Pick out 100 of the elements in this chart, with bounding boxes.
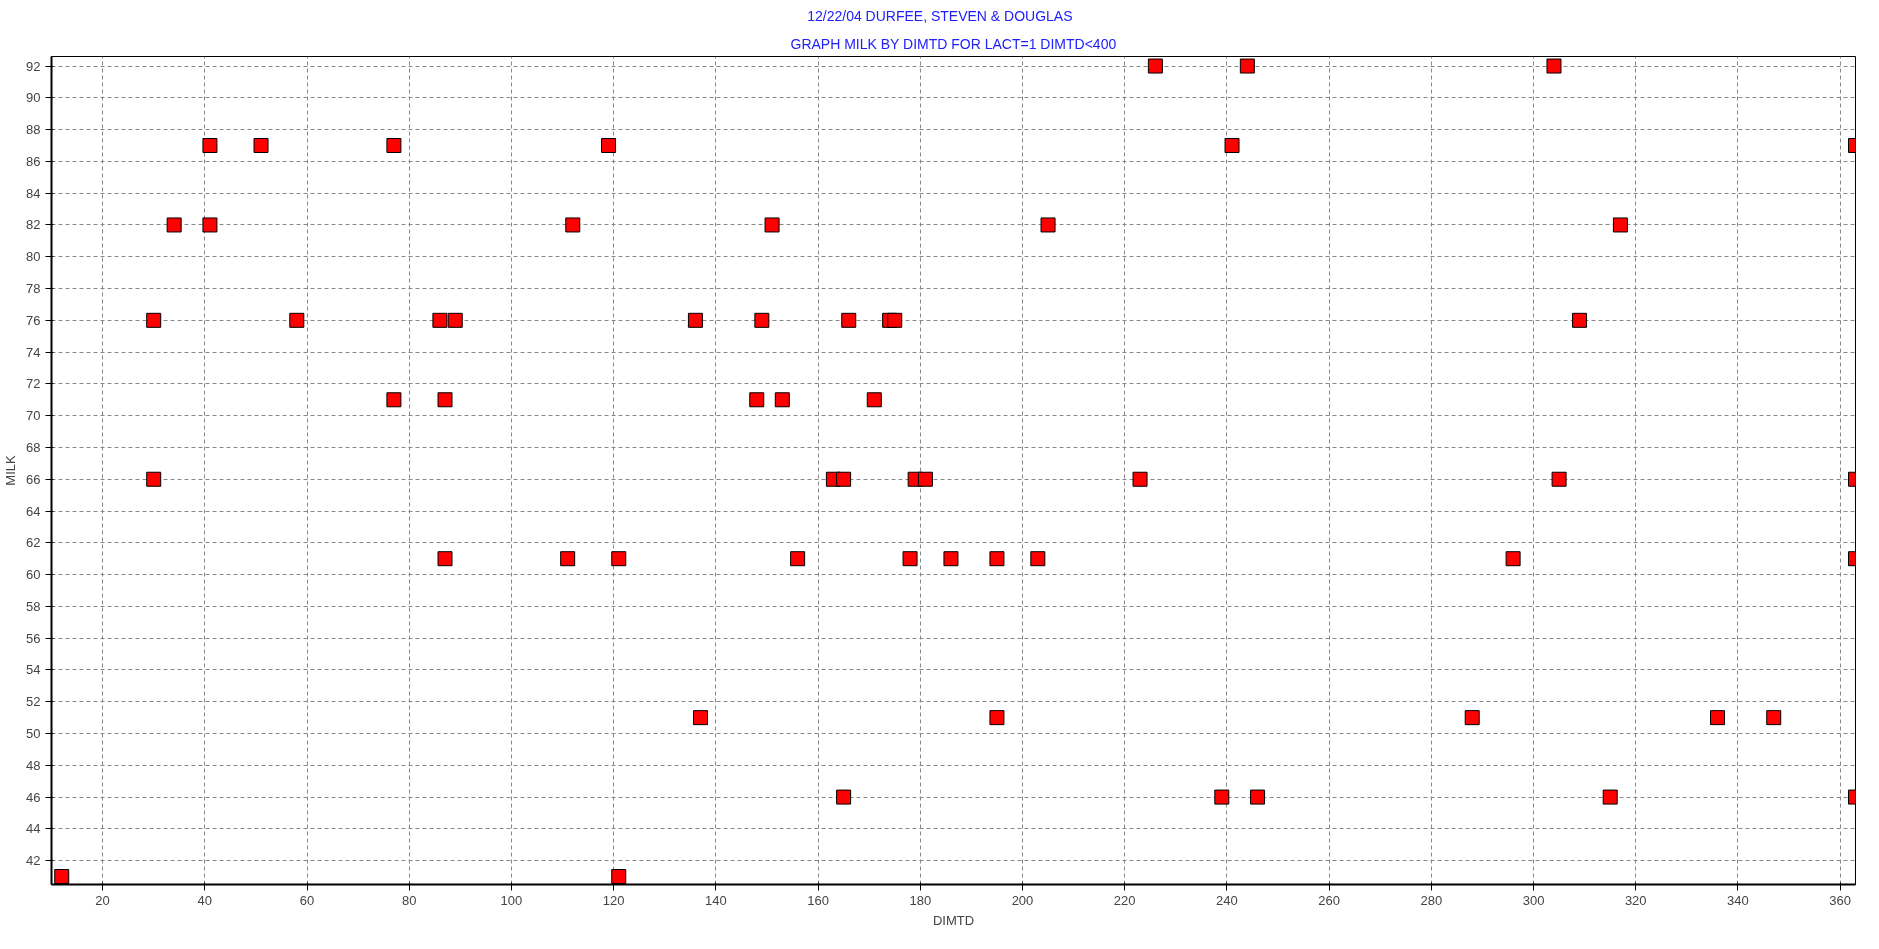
point <box>866 392 882 408</box>
point <box>989 710 1005 726</box>
x-tick-label: 280 <box>1420 892 1443 908</box>
x-tick-label: 60 <box>299 892 315 908</box>
y-tick-label: 68 <box>26 439 41 455</box>
y-tick-label: 76 <box>26 312 41 328</box>
point <box>565 217 581 233</box>
point <box>1612 217 1628 233</box>
point <box>841 312 857 328</box>
point <box>887 312 903 328</box>
x-tick-label: 260 <box>1318 892 1340 908</box>
point <box>1214 789 1230 805</box>
point <box>1147 58 1163 74</box>
point <box>611 869 627 885</box>
x-tick-label: 40 <box>197 892 213 908</box>
point <box>386 392 402 408</box>
x-tick-label: 20 <box>95 892 110 908</box>
y-tick-label: 90 <box>26 90 41 106</box>
point <box>790 551 806 567</box>
point <box>1766 710 1782 726</box>
x-tick-label: 340 <box>1727 892 1749 908</box>
y-tick-label: 72 <box>26 376 41 392</box>
y-tick-label: 66 <box>26 471 41 487</box>
point <box>560 551 576 567</box>
point <box>749 392 765 408</box>
point <box>1572 312 1588 328</box>
point <box>202 138 218 153</box>
y-tick-label: 84 <box>26 185 41 201</box>
y-tick-label: 48 <box>26 757 41 773</box>
y-tick-label: 92 <box>26 58 41 74</box>
x-tick-label: 100 <box>500 892 523 908</box>
point <box>1551 471 1567 487</box>
chart-subtitle: GRAPH MILK BY DIMTD FOR LACT=1 DIMTD<400 <box>790 35 1117 52</box>
y-tick-label: 56 <box>26 630 41 646</box>
point <box>54 869 70 885</box>
point <box>166 217 182 233</box>
y-tick-label: 80 <box>26 249 41 265</box>
y-tick-label: 82 <box>26 217 41 233</box>
y-tick-label: 62 <box>26 535 41 551</box>
point <box>1710 710 1726 726</box>
point <box>202 217 218 233</box>
point <box>836 789 852 805</box>
x-tick-label: 200 <box>1011 892 1034 908</box>
point <box>902 551 918 567</box>
point <box>1250 789 1266 805</box>
y-tick-label: 42 <box>26 853 41 869</box>
point <box>1464 710 1480 726</box>
point <box>687 312 703 328</box>
point <box>693 710 709 726</box>
point <box>774 392 790 408</box>
point <box>1505 551 1521 567</box>
point <box>447 312 463 328</box>
x-tick-label: 220 <box>1113 892 1136 908</box>
x-tick-label: 300 <box>1522 892 1545 908</box>
y-tick-label: 74 <box>26 344 41 360</box>
x-tick-label: 320 <box>1624 892 1647 908</box>
point <box>432 312 448 328</box>
x-tick-label: 80 <box>402 892 417 908</box>
point <box>989 551 1005 567</box>
x-tick-label: 140 <box>705 892 727 908</box>
y-tick-label: 46 <box>26 789 41 805</box>
x-tick-label: 180 <box>909 892 932 908</box>
point <box>1132 471 1148 487</box>
point <box>289 312 305 328</box>
y-tick-label: 64 <box>26 503 41 519</box>
point <box>1224 138 1240 153</box>
x-tick-label: 160 <box>807 892 829 908</box>
point <box>611 551 627 567</box>
y-tick-label: 44 <box>26 821 41 837</box>
point <box>1239 58 1255 74</box>
point <box>943 551 959 567</box>
point <box>146 312 162 328</box>
point <box>917 471 933 487</box>
point <box>836 471 852 487</box>
x-tick-label: 240 <box>1216 892 1238 908</box>
x-tick-label: 120 <box>602 892 625 908</box>
point <box>253 138 269 153</box>
y-tick-label: 58 <box>26 598 41 614</box>
point <box>437 551 453 567</box>
y-tick-label: 86 <box>26 153 41 169</box>
y-tick-label: 54 <box>26 662 41 678</box>
point <box>764 217 780 233</box>
y-tick-label: 70 <box>26 408 41 424</box>
point <box>386 138 402 153</box>
chart-title: 12/22/04 DURFEE, STEVEN & DOUGLAS <box>807 7 1073 24</box>
point <box>1030 551 1046 567</box>
x-axis-title: DIMTD <box>932 912 975 928</box>
point <box>1546 58 1562 74</box>
y-tick-label: 88 <box>26 122 41 138</box>
point <box>754 312 770 328</box>
point <box>1602 789 1618 805</box>
y-tick-label: 50 <box>26 726 41 742</box>
y-tick-label: 60 <box>26 567 41 583</box>
point <box>1040 217 1056 233</box>
point <box>146 471 162 487</box>
y-tick-label: 78 <box>26 281 41 297</box>
y-tick-label: 52 <box>26 694 41 710</box>
x-tick-label: 360 <box>1829 892 1852 908</box>
y-axis-title: MILK <box>3 455 19 486</box>
point <box>601 138 617 153</box>
